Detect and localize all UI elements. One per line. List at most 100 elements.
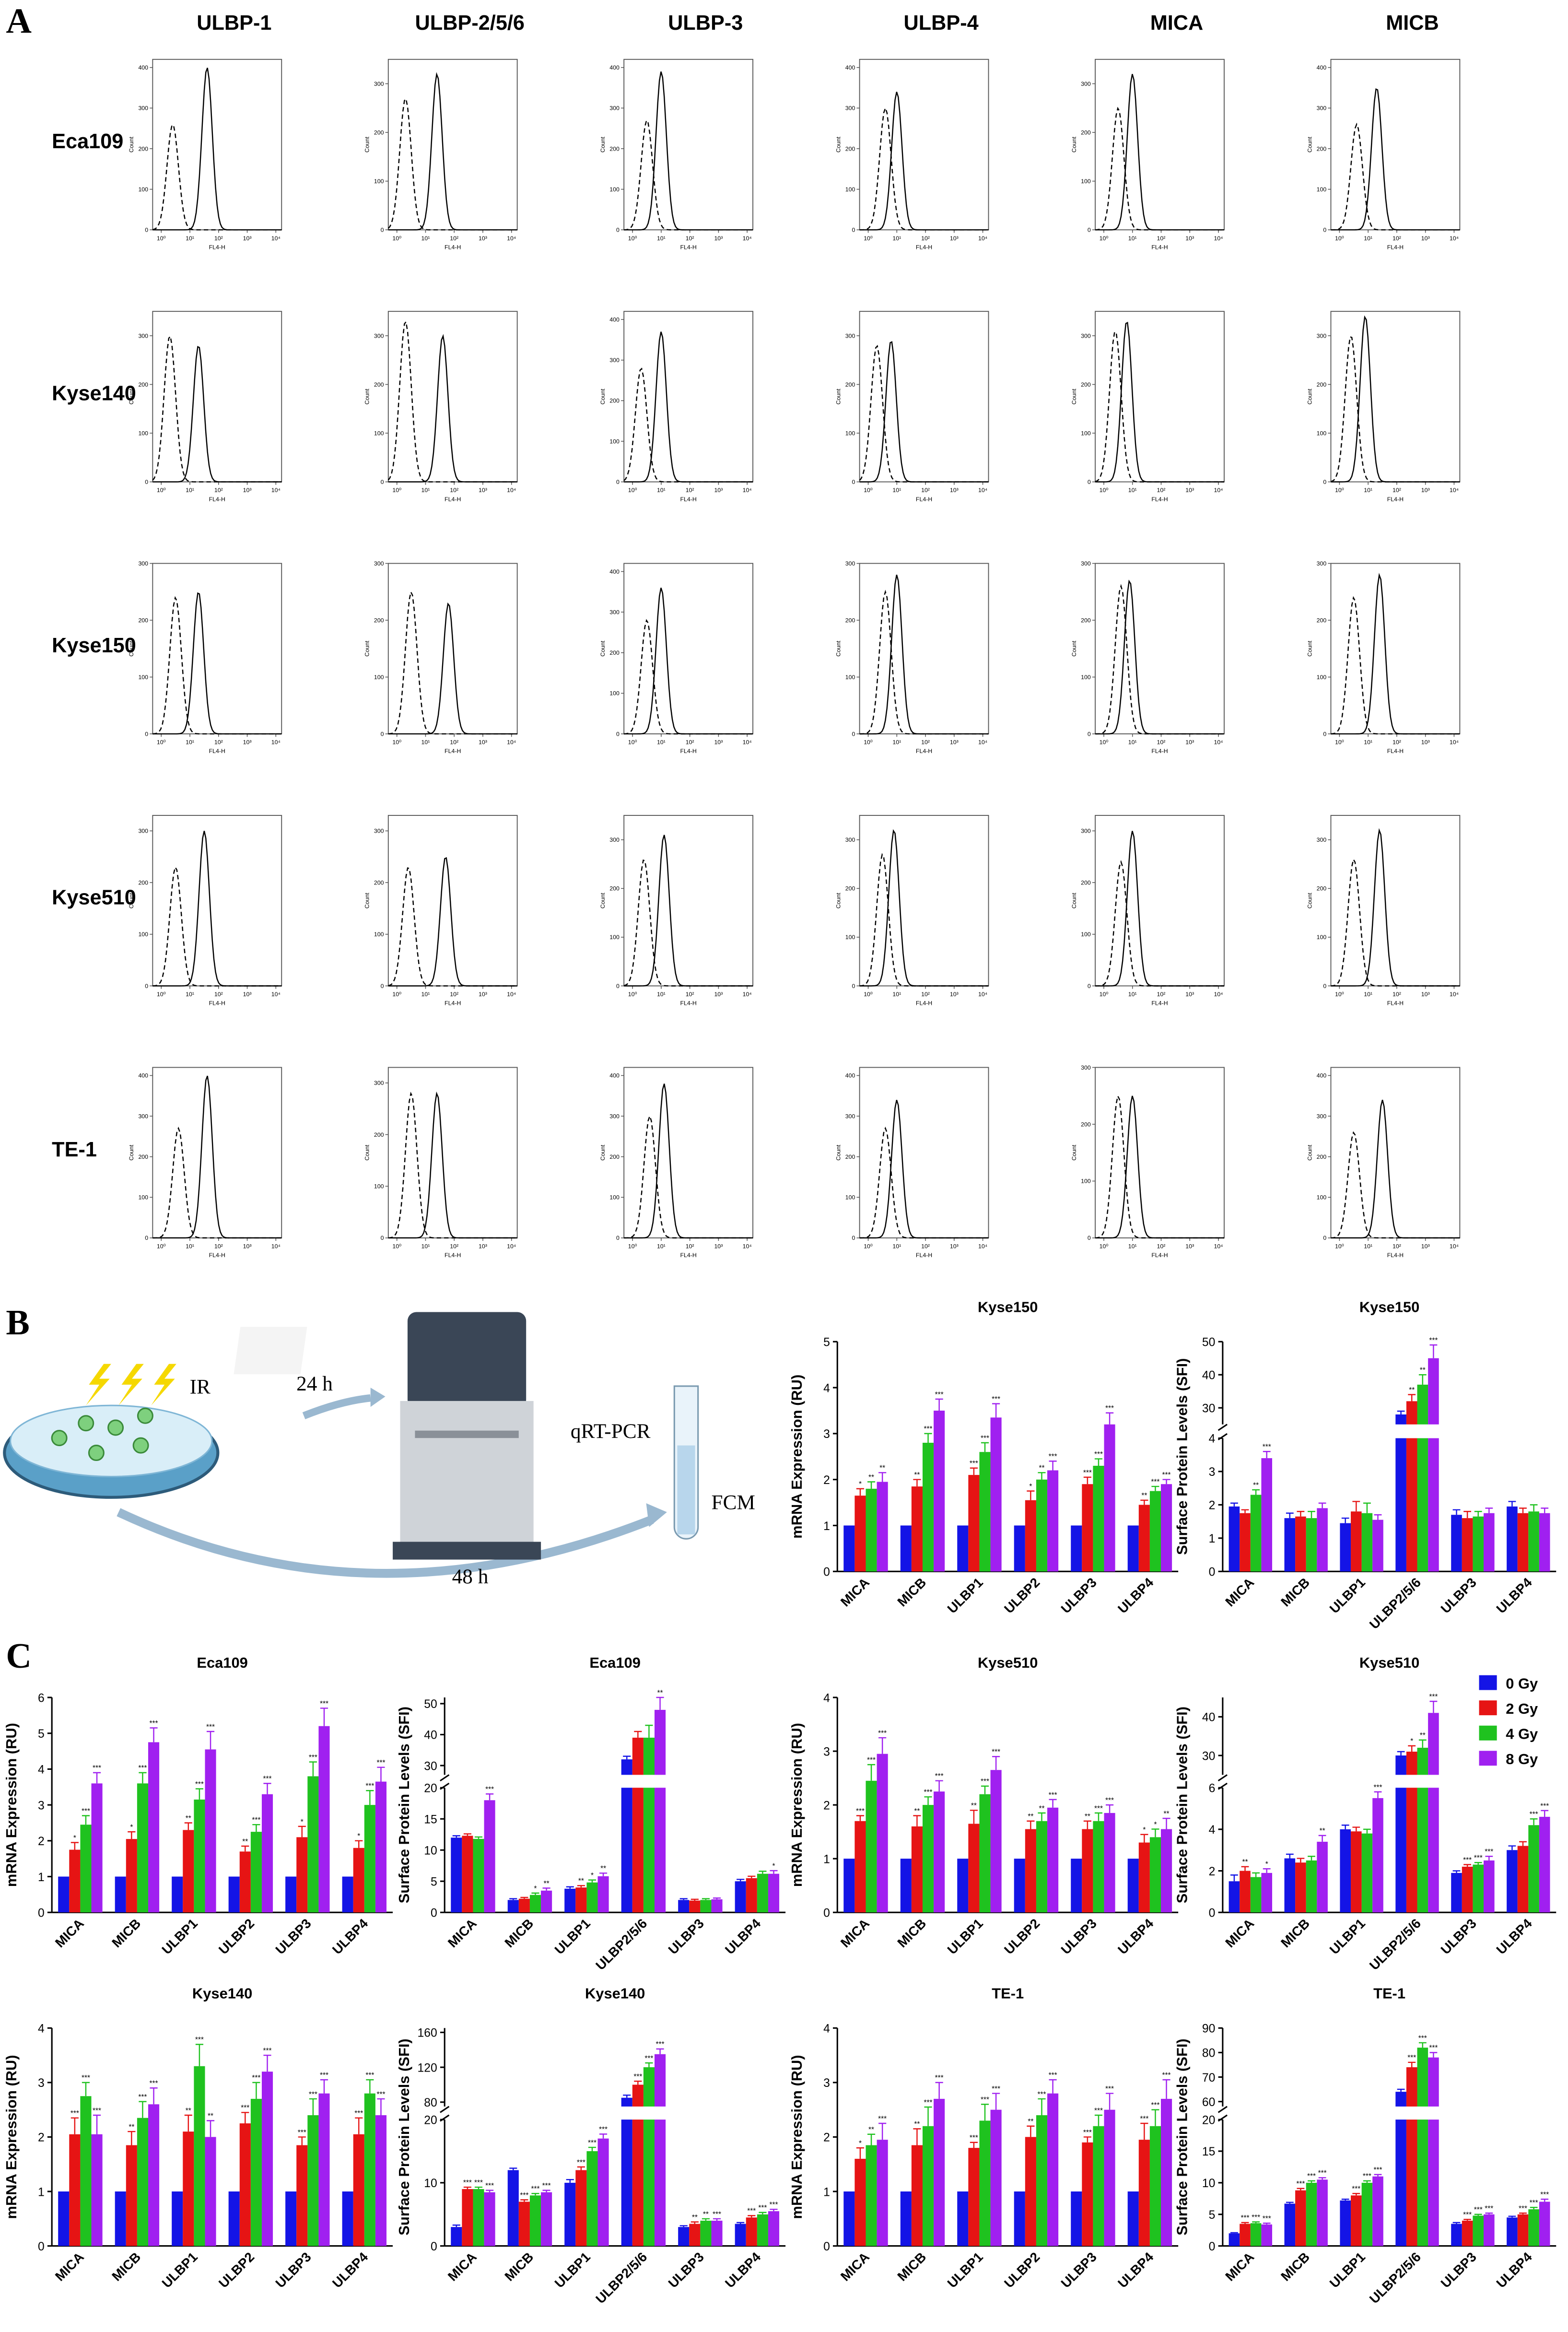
error-bar	[1485, 2212, 1493, 2214]
y-tick-label: 4	[1209, 1433, 1216, 1446]
bar	[1406, 1751, 1417, 1913]
error-bar	[1541, 2198, 1549, 2202]
significance-label: ***	[1151, 1478, 1159, 1486]
x-tick-label: 10¹	[1364, 487, 1372, 494]
y-tick-label: 200	[374, 381, 384, 388]
x-tick-label: 10²	[686, 235, 694, 242]
error-bar	[320, 2079, 328, 2094]
bar	[507, 1900, 519, 1913]
y-tick-label: 300	[138, 1113, 148, 1119]
y-tick-label: 5	[38, 1728, 45, 1741]
x-tick-label: ULBP2/5/6	[593, 2250, 650, 2307]
bar	[957, 2191, 969, 2246]
significance-label: *	[301, 1818, 304, 1826]
bar	[1340, 1523, 1351, 1572]
histogram: 10⁰ 10¹ 10² 10³ 10⁴ 0 100 200 300 FL4-H Count	[364, 1067, 518, 1259]
panel-label: B	[6, 1303, 29, 1343]
bar	[911, 1486, 923, 1572]
y-tick-label: 300	[845, 560, 855, 567]
y-tick-label: 4	[823, 1692, 830, 1705]
arrow	[117, 1508, 654, 1578]
x-tick-label: 10⁴	[1214, 991, 1223, 998]
significance-label: ***	[1474, 1854, 1483, 1862]
y-tick-label: 0	[38, 1907, 45, 1920]
x-tick-label: 10³	[479, 991, 487, 998]
histogram: 10⁰ 10¹ 10² 10³ 10⁴ 0 100 200 300 FL4-H Count	[1071, 1064, 1225, 1259]
error-bar	[1297, 1511, 1305, 1517]
significance-label: ***	[1263, 1443, 1271, 1451]
error-bar	[623, 2094, 631, 2098]
y-axis-label: Surface Protein Levels (SFI)	[396, 2038, 412, 2235]
significance-label: ***	[195, 1780, 204, 1789]
x-tick-label: MICB	[1278, 1916, 1312, 1950]
x-tick-label: 10³	[1421, 991, 1430, 998]
error-bar	[1252, 2221, 1260, 2224]
bar	[318, 1726, 330, 1913]
bar	[621, 1759, 632, 1913]
x-tick-label: 10¹	[1128, 991, 1137, 998]
control-curve	[1331, 336, 1460, 483]
x-axis-label: FL4-H	[1387, 244, 1404, 250]
y-tick-label: 300	[138, 560, 148, 567]
y-tick-label: 300	[1317, 560, 1327, 567]
x-tick-label: ULBP1	[945, 2250, 986, 2291]
significance-label: ***	[878, 1729, 887, 1737]
x-tick-label: 10³	[1185, 487, 1194, 494]
significance-label: ***	[309, 2090, 317, 2098]
x-tick-label: 10⁴	[743, 1243, 752, 1250]
y-tick-label: 0	[852, 479, 855, 485]
plot-frame	[859, 1067, 989, 1238]
y-tick-label: 40	[1202, 1711, 1216, 1724]
y-tick-label: 0	[145, 227, 148, 234]
y-tick-label: 100	[845, 186, 855, 193]
error-bar	[878, 1472, 887, 1482]
error-bar	[70, 2117, 79, 2134]
x-tick-label: 10⁴	[507, 235, 516, 242]
x-axis-label: FL4-H	[680, 244, 696, 250]
y-tick-label: 2	[823, 1799, 830, 1812]
significance-label: ***	[935, 2074, 944, 2082]
bar	[1306, 1860, 1317, 1913]
significance-label: ***	[1374, 2166, 1382, 2174]
error-bar	[1429, 1344, 1438, 1358]
bar	[700, 2220, 712, 2246]
bar	[1473, 1864, 1484, 1913]
y-tick-label: 100	[374, 430, 384, 436]
y-tick-label: 0	[616, 479, 620, 485]
x-tick-label: 10⁴	[978, 739, 987, 746]
plot-frame	[387, 815, 518, 987]
x-tick-label: 10¹	[892, 1243, 901, 1250]
y-tick-label: 1	[38, 1871, 45, 1884]
significance-label: ***	[1363, 2172, 1371, 2180]
y-tick-label: 300	[609, 1113, 620, 1119]
error-bar	[1241, 1509, 1249, 1513]
control-curve	[1331, 122, 1460, 231]
significance-label: ***	[82, 1807, 90, 1815]
significance-label: *	[73, 1834, 76, 1842]
bar	[353, 1848, 364, 1913]
y-tick-label: 0	[1088, 730, 1091, 737]
bar	[115, 1876, 126, 1913]
error-bar	[139, 2101, 147, 2118]
x-tick-label: MICB	[502, 1916, 536, 1950]
y-tick-label: 200	[845, 1154, 855, 1160]
y-axis-label: Count	[364, 1144, 371, 1161]
bar-chart: Kyse150 Surface Protein Levels (SFI) 0 1 2 3 4…	[1174, 1298, 1556, 1632]
error-bar	[1083, 2136, 1091, 2143]
stained-curve	[1331, 828, 1460, 987]
bar	[900, 2191, 912, 2246]
control-curve	[152, 596, 282, 735]
significance-label: **	[1039, 1464, 1044, 1472]
bar	[877, 1754, 888, 1913]
error-bar	[856, 2147, 865, 2159]
bar	[1161, 1829, 1172, 1913]
y-axis-label: Count	[835, 389, 842, 405]
significance-label: ***	[656, 2040, 665, 2049]
y-tick-label: 0	[145, 730, 148, 737]
y-tick-label: 20	[424, 1782, 437, 1795]
x-tick-label: 10⁰	[157, 1243, 166, 1250]
bar	[1104, 1424, 1115, 1572]
error-bar	[542, 1887, 550, 1891]
y-tick-label: 200	[609, 649, 620, 656]
y-axis-label: Count	[364, 640, 371, 657]
